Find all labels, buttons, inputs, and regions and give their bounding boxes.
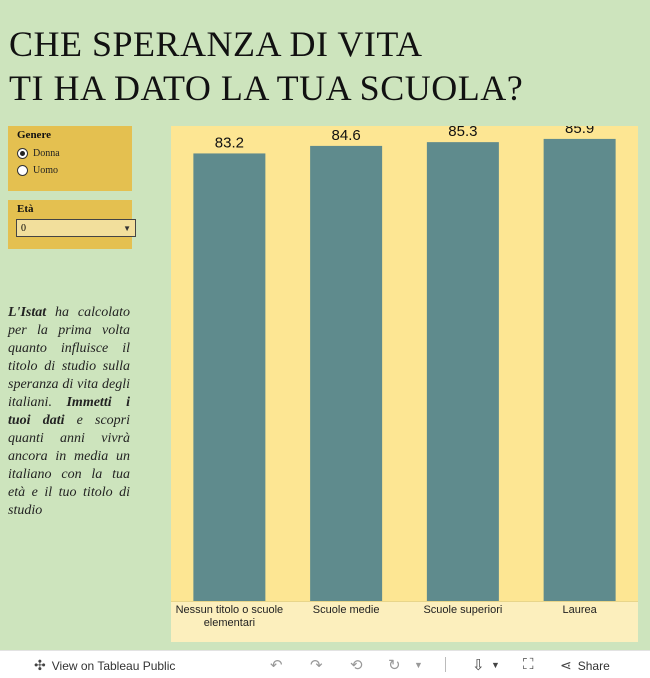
radio-button-donna[interactable] xyxy=(17,148,28,159)
tableau-logo-icon: ✣ xyxy=(34,657,46,673)
x-tick-label-0: Nessun titolo o scuole elementari xyxy=(175,604,284,629)
x-tick-label-1: Scuole medie xyxy=(312,604,380,616)
radio-button-uomo[interactable] xyxy=(17,165,28,176)
bar-1[interactable] xyxy=(310,145,383,601)
bar-3[interactable] xyxy=(543,138,616,601)
download-menu-chevron-icon[interactable]: ▼ xyxy=(491,660,500,670)
revert-icon[interactable]: ⟲ xyxy=(350,657,363,674)
eta-dropdown[interactable]: 0 ▼ xyxy=(16,219,136,237)
title-line-1: CHE SPERANZA DI VITA xyxy=(9,24,423,64)
toolbar-divider xyxy=(445,657,446,672)
bar-value-label-0: 83.2 xyxy=(215,134,244,151)
fullscreen-icon[interactable]: ⛶ xyxy=(523,656,534,673)
title-line-2: TI HA DATO LA TUA SCUOLA? xyxy=(9,68,524,108)
share-button[interactable]: ⋖ Share xyxy=(560,657,610,674)
share-icon: ⋖ xyxy=(560,657,572,673)
bar-2[interactable] xyxy=(426,142,499,601)
eta-filter: Età 0 ▼ xyxy=(8,200,136,249)
x-axis-band xyxy=(171,601,638,642)
eta-filter-label: Età xyxy=(17,203,34,215)
bar-0[interactable] xyxy=(193,153,266,601)
radio-label-uomo: Uomo xyxy=(33,165,58,176)
genere-filter-label: Genere xyxy=(17,129,52,141)
page-title: CHE SPERANZA DI VITA TI HA DATO LA TUA S… xyxy=(9,22,523,110)
refresh-icon[interactable]: ↻ xyxy=(388,657,401,674)
x-tick-label-3: Laurea xyxy=(562,604,597,616)
description-part-2: e scopri quanti anni vivrà ancora in med… xyxy=(8,413,130,518)
description-text: L'Istat ha calcolato per la prima volta … xyxy=(8,304,130,520)
description-part-1: ha calcolato per la prima volta quanto i… xyxy=(8,305,130,410)
bar-value-label-1: 84.6 xyxy=(332,127,361,144)
download-icon[interactable]: ⇩ xyxy=(472,657,485,674)
description-istat: L'Istat xyxy=(8,305,47,320)
radio-label-donna: Donna xyxy=(33,148,60,159)
share-label: Share xyxy=(577,658,610,673)
description-call-to-action: Immetti i tuoi dati xyxy=(8,395,131,428)
view-on-tableau-label: View on Tableau Public xyxy=(51,658,176,673)
tableau-footer: ✣ View on Tableau Public ↶ ↷ ⟲ ↻ ▼ ⇩ ▼ ⛶… xyxy=(0,650,650,678)
undo-icon[interactable]: ↶ xyxy=(270,657,283,674)
bar-value-label-3: 85.9 xyxy=(565,126,594,137)
refresh-menu-chevron-icon[interactable]: ▼ xyxy=(414,660,423,670)
dropdown-arrow-icon[interactable]: ▼ xyxy=(123,223,131,233)
radio-option-donna[interactable]: Donna xyxy=(17,145,126,162)
eta-dropdown-value: 0 xyxy=(21,222,26,234)
bar-chart-svg: 83.2 84.6 85.3 85.9 xyxy=(193,126,616,601)
x-tick-label-2: Scuole superiori xyxy=(423,604,503,616)
bar-chart: 83.2 84.6 85.3 85.9 Nessun titolo o scuole … xyxy=(171,126,638,642)
redo-icon[interactable]: ↷ xyxy=(310,657,323,674)
genere-filter: Genere Donna Uomo xyxy=(8,126,132,191)
view-on-tableau-link[interactable]: ✣ View on Tableau Public xyxy=(34,657,175,674)
bar-value-label-2: 85.3 xyxy=(448,126,477,140)
radio-option-uomo[interactable]: Uomo xyxy=(17,162,126,179)
